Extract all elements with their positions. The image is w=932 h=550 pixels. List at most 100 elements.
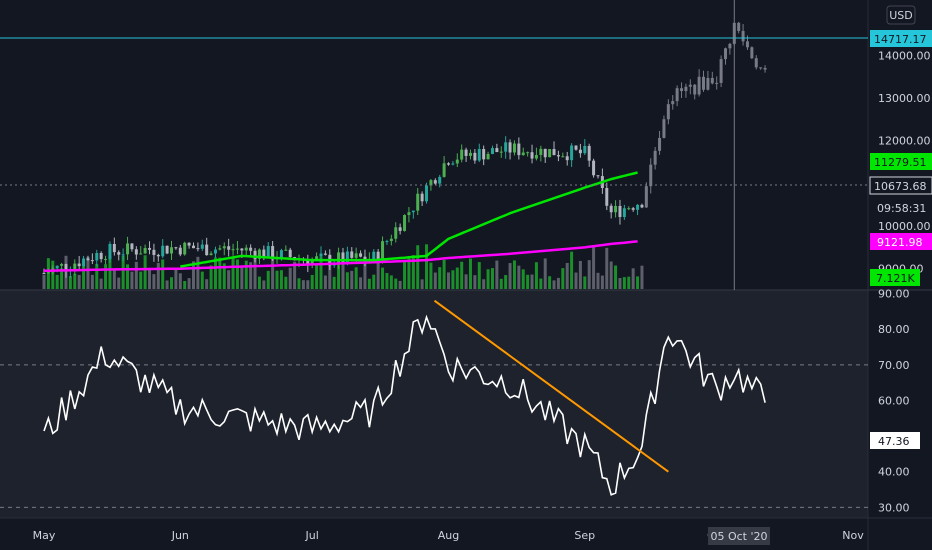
volume-bar [389,275,393,289]
volume-bar [126,264,130,289]
candle-body [530,152,534,159]
volume-bar [359,277,363,289]
volume-bar [51,260,55,289]
candle-body [266,246,270,258]
candle-body [420,193,424,202]
candle-body [447,163,450,165]
volume-bar [447,272,450,289]
oscillator-text: 47.36 [878,435,910,448]
volume-bar [442,259,446,289]
osc-tick-label: 80.00 [878,323,910,336]
countdown-text: 09:58:31 [877,202,926,215]
volume-bar [139,271,143,289]
volume-bar [275,270,279,289]
volume-bar [143,255,147,289]
candle-body [42,272,46,274]
candle-body [433,180,437,184]
candle-body [688,84,692,87]
osc-tick-label: 40.00 [878,466,910,479]
candle-body [680,88,684,92]
volume-bar [583,276,587,289]
volume-bar [539,278,543,289]
volume-bar [253,255,257,289]
candle-body [244,247,248,251]
volume-bar [578,260,582,289]
candle-body [178,247,182,255]
candle-body [240,248,244,251]
volume-bar [134,261,138,289]
candle-body [385,241,389,243]
volume-bar [596,272,600,289]
ma-green-tag: 11279.51 [870,153,932,170]
volume-bar [640,265,644,289]
volume-bar [191,261,195,289]
volume-bar [293,261,297,289]
volume-bar [130,271,134,289]
volume-bar [521,269,525,289]
volume-bar [288,267,292,289]
time-tick-label: Nov [842,529,864,542]
candle-body [200,244,204,249]
candle-body [570,145,574,161]
volume-bar [112,269,116,289]
candle-body [473,152,477,161]
candle-body [152,249,156,255]
volume-bar [306,280,310,289]
candle-body [490,148,494,154]
volume-bar [235,259,239,289]
candle-body [95,252,99,261]
price-tick-label: 14000.00 [878,49,931,62]
volume-bar [165,280,169,289]
volume-bar [411,255,415,289]
candle-body [213,249,217,254]
volume-bar [543,258,547,289]
volume-bar [174,268,178,289]
volume-bar [460,261,464,289]
volume-bar [504,275,508,289]
volume-bar [240,266,244,289]
candle-body [636,204,640,210]
candle-body [587,145,591,161]
candle-body [468,152,472,156]
volume-bar [425,244,429,289]
candle-body [196,248,200,250]
candle-body [460,149,464,160]
volume-bar [161,259,165,289]
oscillator-line [43,314,766,496]
oscillator-trendline[interactable] [433,299,669,473]
candle-body [161,245,165,257]
time-tick-label: Aug [438,529,459,542]
candle-body [288,249,292,258]
candle-body [741,30,745,42]
volume-bar [618,278,622,289]
candle-body [284,249,288,251]
ma-green-line [180,171,638,268]
last-price-text: 10673.68 [874,180,927,193]
volume-bar [512,260,516,289]
volume-bar [152,274,156,289]
candle-body [341,252,345,263]
candle-body [622,208,626,217]
volume-bar [587,260,591,289]
volume-bar [473,275,477,289]
volume-bar [490,268,494,289]
candle-body [548,149,552,158]
candle-body [482,148,486,160]
volume-bar [429,262,433,289]
candle-body [372,251,376,259]
osc-tick-label: 30.00 [878,501,910,514]
currency-badge[interactable] [886,5,916,25]
volume-bar [310,274,314,289]
candle-body [578,149,582,154]
volume-bar [548,276,552,289]
volume-bar [482,279,486,289]
candle-body [183,242,187,255]
volume-bar [121,255,125,289]
candle-body [394,227,398,239]
candle-body [359,253,363,257]
volume-bar [636,276,640,289]
candle-body [574,145,578,150]
price-tick-label: 12000.00 [878,135,931,148]
volume-bar [416,245,420,289]
